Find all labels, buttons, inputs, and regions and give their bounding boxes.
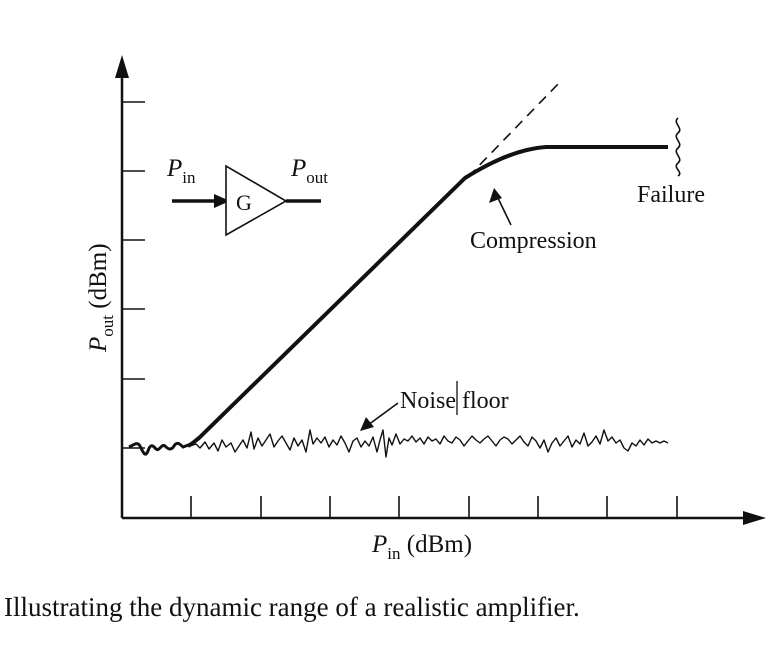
figure-caption: Illustrating the dynamic range of a real…	[4, 592, 580, 622]
amplifier-output-subscript: out	[306, 168, 328, 187]
y-axis-subscript: out	[98, 315, 117, 337]
x-axis-ticks	[190, 496, 678, 518]
y-axis-unit: (dBm)	[85, 243, 112, 315]
amplifier-output-symbol: P	[290, 155, 306, 182]
amplifier-block: G Pin Pout	[166, 155, 328, 237]
axes	[120, 72, 748, 520]
x-axis-unit: (dBm)	[401, 531, 473, 558]
amplifier-input-label: Pin	[166, 155, 196, 187]
amplifier-output-label: Pout	[290, 155, 328, 187]
failure-label: Failure	[637, 182, 705, 208]
gain-curve	[187, 145, 668, 448]
y-axis-label: Pout (dBm)	[85, 243, 117, 353]
y-axis-ticks	[122, 101, 145, 449]
failure-break-symbol	[675, 117, 681, 177]
noise-floor-label: Noise floor	[400, 388, 509, 414]
noise-wiggle	[128, 441, 192, 456]
x-axis-arrowhead	[743, 511, 766, 525]
amplifier-triangle	[225, 164, 288, 237]
x-axis-subscript: in	[387, 544, 401, 563]
compression-arrow	[496, 195, 512, 226]
x-axis-symbol: P	[371, 531, 387, 558]
amplifier-input-subscript: in	[182, 168, 196, 187]
amplifier-input-arrowhead	[214, 194, 230, 208]
amplifier-input-symbol: P	[166, 155, 182, 182]
compression-arrowhead	[489, 188, 502, 203]
x-axis-label: Pin (dBm)	[371, 531, 472, 563]
noise-floor-arrowhead	[360, 417, 374, 431]
compression-label: Compression	[470, 228, 597, 254]
y-axis-arrowhead	[115, 55, 129, 78]
linear-extrapolation-dashed	[467, 81, 561, 178]
noise-floor-curve	[189, 429, 669, 458]
noise-floor-arrow	[367, 402, 399, 426]
amplifier-gain-label: G	[236, 190, 252, 215]
y-axis-symbol: P	[85, 337, 112, 353]
